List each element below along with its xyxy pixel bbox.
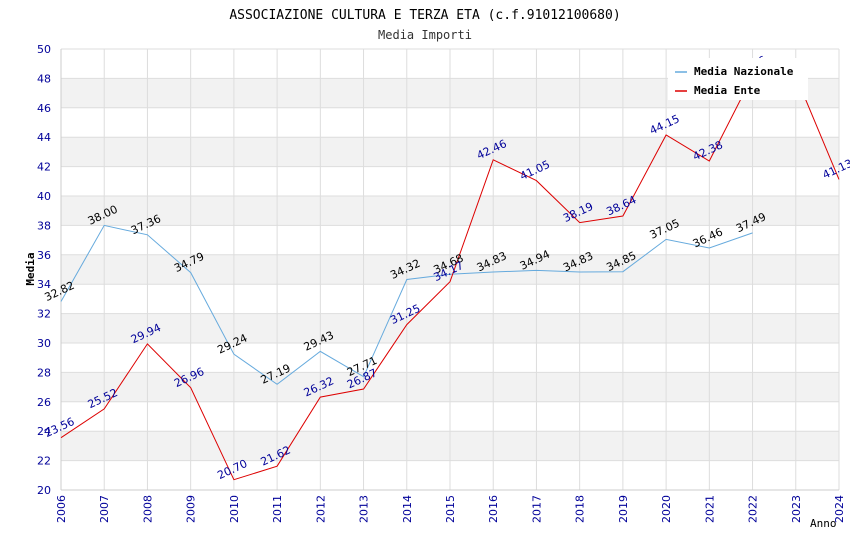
- y-tick-label: 32: [37, 308, 51, 321]
- y-tick-label: 22: [37, 455, 51, 468]
- y-axis-label: Media: [24, 252, 37, 285]
- series-group: [60, 75, 840, 481]
- data-label: 36.46: [691, 225, 725, 250]
- x-tick-label: 2007: [98, 495, 111, 523]
- x-tick-label: 2022: [747, 495, 760, 523]
- y-tick-label: 48: [37, 72, 51, 85]
- x-tick-label: 2015: [444, 495, 457, 523]
- series-line-media-nazionale: [60, 224, 753, 385]
- x-tick-label: 2010: [228, 495, 241, 523]
- x-tick-label: 2014: [401, 495, 414, 523]
- x-tick-label: 2006: [55, 495, 68, 523]
- y-tick-label: 20: [37, 484, 51, 497]
- y-tick-label: 50: [37, 43, 51, 56]
- x-tick-label: 2020: [660, 495, 673, 523]
- x-tick-label: 2021: [703, 495, 716, 523]
- legend-label-media-ente: Media Ente: [694, 84, 761, 97]
- y-tick-label: 26: [37, 396, 51, 409]
- y-tick-label: 38: [37, 219, 51, 232]
- y-tick-label: 46: [37, 102, 51, 115]
- chart-subtitle: Media Importi: [378, 28, 472, 42]
- legend-label-media-nazionale: Media Nazionale: [694, 65, 794, 78]
- x-tick-labels: 2006 2007 2008 2009 2010 2011 2012 2013 2014 2015…: [55, 495, 846, 523]
- x-tick-label: 2011: [271, 495, 284, 523]
- y-tick-labels: 20 22 24 26 28 30 32 34 36 38 40 42 44 46 48 50: [37, 43, 51, 497]
- y-tick-label: 34: [37, 278, 51, 291]
- x-tick-label: 2009: [185, 495, 198, 523]
- x-tick-label: 2008: [141, 495, 154, 523]
- series-line-media-ente: [60, 75, 840, 481]
- data-label: 44.15: [648, 112, 682, 137]
- x-tick-label: 2023: [790, 495, 803, 523]
- x-tick-label: 2019: [617, 495, 630, 523]
- y-tick-label: 36: [37, 249, 51, 262]
- x-tick-label: 2018: [574, 495, 587, 523]
- x-axis-label: Anno: [810, 517, 837, 530]
- legend: Media Nazionale Media Ente: [668, 58, 808, 100]
- x-tick-label: 2013: [358, 495, 371, 523]
- x-tick-label: 2016: [487, 495, 500, 523]
- y-tick-label: 24: [37, 425, 51, 438]
- y-tick-label: 40: [37, 190, 51, 203]
- y-tick-label: 30: [37, 337, 51, 350]
- chart-title: ASSOCIAZIONE CULTURA E TERZA ETA (c.f.91…: [229, 8, 620, 23]
- x-tick-label: 2012: [314, 495, 327, 523]
- legend-box: [668, 58, 808, 100]
- x-tick-label: 2024: [833, 495, 846, 523]
- y-tick-label: 42: [37, 161, 51, 174]
- x-tick-label: 2017: [530, 495, 543, 523]
- y-tick-label: 28: [37, 366, 51, 379]
- y-tick-label: 44: [37, 131, 51, 144]
